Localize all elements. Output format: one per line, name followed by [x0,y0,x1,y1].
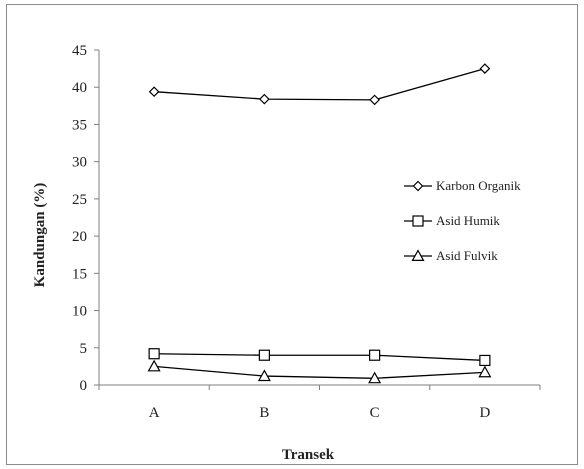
legend-marker [412,180,424,192]
data-point-asid-humik [258,349,270,361]
legend-label: Asid Fulvik [436,248,498,263]
series-line-asid-humik [154,353,485,362]
x-tick-label: A [149,405,160,421]
x-tick-label: D [479,405,490,421]
data-point-karbon-organik [369,94,380,106]
y-tick-label: 5 [80,341,88,357]
y-tick-label: 30 [72,155,87,171]
y-tick-label: 25 [72,192,87,208]
data-point-asid-humik [479,354,491,367]
y-tick-label: 15 [72,266,87,282]
legend-item-asid-fulvik: Asid Fulvik [404,248,498,263]
y-tick-label: 35 [72,117,87,133]
series-asid-humik [148,348,491,367]
data-point-asid-fulvik [257,369,271,382]
legend-marker [412,215,424,227]
y-tick-label: 20 [72,229,87,245]
legend: Karbon Organik Asid Humik Asid Fulvik [404,178,521,263]
data-point-karbon-organik [259,93,270,105]
data-point-karbon-organik [148,86,160,98]
y-tick-label: 10 [72,304,87,320]
legend-item-asid-humik: Asid Humik [404,213,500,228]
legend-item-karbon-organik: Karbon Organik [404,178,521,193]
y-axis-title: Kandungan (%) [32,183,48,288]
data-point-asid-fulvik [368,371,382,384]
series-line-karbon-organik [154,67,486,101]
x-tick-label: B [259,405,269,421]
data-point-asid-humik [148,348,160,360]
legend-marker [411,249,425,261]
y-tick-label: 40 [72,80,87,96]
y-tick-label: 45 [72,43,87,59]
chart-frame [6,4,578,465]
data-point-karbon-organik [479,63,491,74]
series-karbon-organik [148,63,491,106]
data-point-asid-humik [369,349,381,361]
series-asid-fulvik [147,359,492,384]
x-tick-label: C [370,405,380,421]
legend-label: Asid Humik [436,213,500,228]
data-point-asid-fulvik [478,365,492,378]
legend-label: Karbon Organik [436,178,521,193]
x-axis: A B C D [98,384,541,421]
data-point-asid-fulvik [147,359,161,372]
series-line-asid-fulvik [154,365,485,379]
series-layer [147,63,492,384]
y-tick-label: 0 [80,378,88,394]
x-axis-title: Transek [282,447,335,463]
y-axis: 0 5 10 15 20 25 30 35 40 45 [72,43,100,394]
